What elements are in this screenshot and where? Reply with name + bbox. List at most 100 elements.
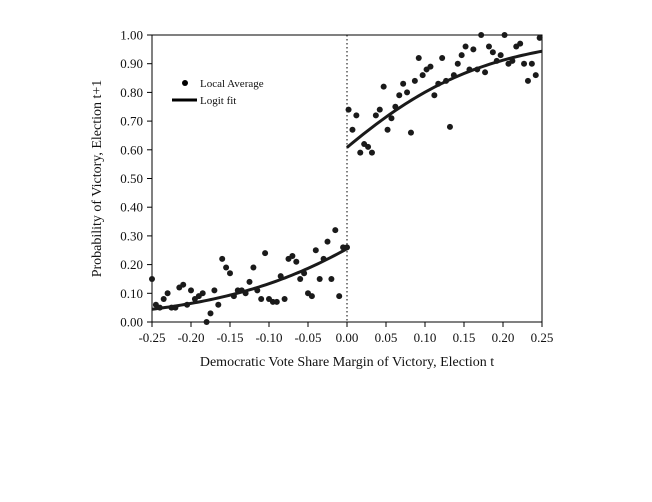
local-average-point — [384, 126, 391, 133]
local-average-point — [470, 46, 477, 53]
local-average-point — [458, 52, 465, 59]
local-average-point — [281, 296, 288, 303]
x-tick-label: 0.15 — [453, 330, 476, 345]
legend-label-local-average: Local Average — [200, 78, 264, 90]
y-tick-label: 1.00 — [120, 28, 143, 43]
local-average-point — [353, 112, 360, 119]
local-average-point — [400, 80, 407, 87]
local-average-point — [462, 43, 469, 50]
local-average-point — [517, 40, 524, 47]
local-average-point — [203, 319, 210, 325]
local-average-point — [431, 92, 438, 99]
local-average-point — [454, 60, 461, 67]
local-average-point — [149, 275, 155, 282]
local-average-point — [349, 126, 356, 133]
local-average-point — [273, 298, 280, 305]
local-average-point — [427, 63, 434, 70]
local-average-point — [250, 264, 257, 271]
local-average-point — [368, 149, 375, 156]
local-average-point — [219, 255, 226, 262]
local-average-point — [446, 123, 453, 130]
local-average-point — [521, 60, 528, 67]
local-average-point — [380, 83, 387, 90]
x-tick-label: -0.25 — [138, 330, 165, 345]
local-average-point — [316, 275, 323, 282]
x-tick-label: -0.15 — [216, 330, 243, 345]
local-average-point — [308, 293, 315, 300]
local-average-point — [485, 43, 492, 50]
x-axis-title: Democratic Vote Share Margin of Victory,… — [200, 355, 494, 370]
legend-marker-local-average — [182, 80, 188, 86]
local-average-point — [227, 270, 233, 277]
local-average-point — [289, 252, 296, 259]
y-tick-label: 0.70 — [120, 114, 143, 129]
y-tick-label: 0.60 — [120, 142, 143, 157]
local-average-point — [345, 106, 352, 113]
x-tick-label: 0.00 — [336, 330, 359, 345]
y-axis-title: Probability of Victory, Election t+1 — [90, 80, 105, 278]
local-average-point — [328, 275, 335, 282]
y-tick-label: 0.00 — [120, 315, 143, 330]
local-average-point — [365, 143, 372, 150]
x-axis: -0.25 -0.20 -0.15 -0.10 -0.05 0.00 0.05 0.10 0.1… — [138, 322, 553, 345]
legend: Local Average Logit fit — [172, 78, 264, 107]
local-average-point — [180, 281, 187, 288]
local-average-point — [262, 250, 269, 257]
plot-area: -0.25 -0.20 -0.15 -0.10 -0.05 0.00 0.05 0.10 0.1… — [120, 28, 553, 346]
local-average-point — [404, 89, 411, 96]
local-average-point — [332, 227, 339, 234]
local-average-point — [199, 290, 206, 297]
local-average-point — [501, 32, 508, 38]
y-tick-label: 0.80 — [120, 85, 143, 100]
local-average-point — [215, 301, 222, 308]
local-average-point — [223, 264, 230, 271]
y-tick-label: 0.40 — [120, 200, 143, 215]
x-tick-label: 0.20 — [492, 330, 515, 345]
local-average-point — [376, 106, 383, 113]
local-average-point — [482, 69, 489, 76]
local-average-point — [532, 72, 539, 79]
local-average-point — [528, 60, 535, 67]
local-average-point — [312, 247, 319, 254]
local-average-points — [149, 32, 543, 325]
x-tick-label: -0.20 — [177, 330, 204, 345]
logit-fit-curves — [151, 49, 543, 311]
logit-fit-curve — [151, 247, 348, 311]
local-average-point — [246, 278, 253, 285]
y-axis: 0.00 0.10 0.20 0.30 0.40 0.50 0.60 0.70 0.80 0.90… — [120, 28, 152, 330]
local-average-point — [357, 149, 364, 156]
x-tick-label: 0.10 — [414, 330, 437, 345]
local-average-point — [372, 112, 379, 119]
x-tick-label: 0.25 — [531, 330, 554, 345]
local-average-point — [336, 293, 343, 300]
y-tick-label: 0.50 — [120, 171, 143, 186]
x-tick-label: 0.05 — [375, 330, 398, 345]
legend-label-logit-fit: Logit fit — [200, 95, 236, 107]
local-average-point — [293, 258, 300, 265]
local-average-point — [419, 72, 426, 79]
local-average-point — [411, 77, 418, 84]
local-average-point — [415, 54, 422, 61]
local-average-point — [439, 54, 446, 61]
local-average-point — [188, 287, 194, 294]
logit-fit-curve — [346, 49, 543, 149]
local-average-point — [207, 310, 214, 317]
x-tick-label: -0.10 — [255, 330, 282, 345]
local-average-point — [536, 34, 543, 41]
local-average-point — [388, 115, 395, 122]
y-tick-label: 0.30 — [120, 228, 143, 243]
local-average-point — [297, 275, 304, 282]
y-tick-label: 0.20 — [120, 257, 143, 272]
local-average-point — [258, 296, 265, 303]
local-average-point — [324, 238, 331, 245]
local-average-point — [164, 290, 171, 297]
local-average-point — [524, 77, 531, 84]
y-tick-label: 0.90 — [120, 56, 143, 71]
x-tick-label: -0.05 — [294, 330, 321, 345]
local-average-point — [478, 32, 485, 38]
local-average-point — [160, 296, 167, 303]
local-average-point — [396, 92, 403, 99]
local-average-point — [489, 49, 496, 56]
local-average-point — [497, 52, 504, 59]
